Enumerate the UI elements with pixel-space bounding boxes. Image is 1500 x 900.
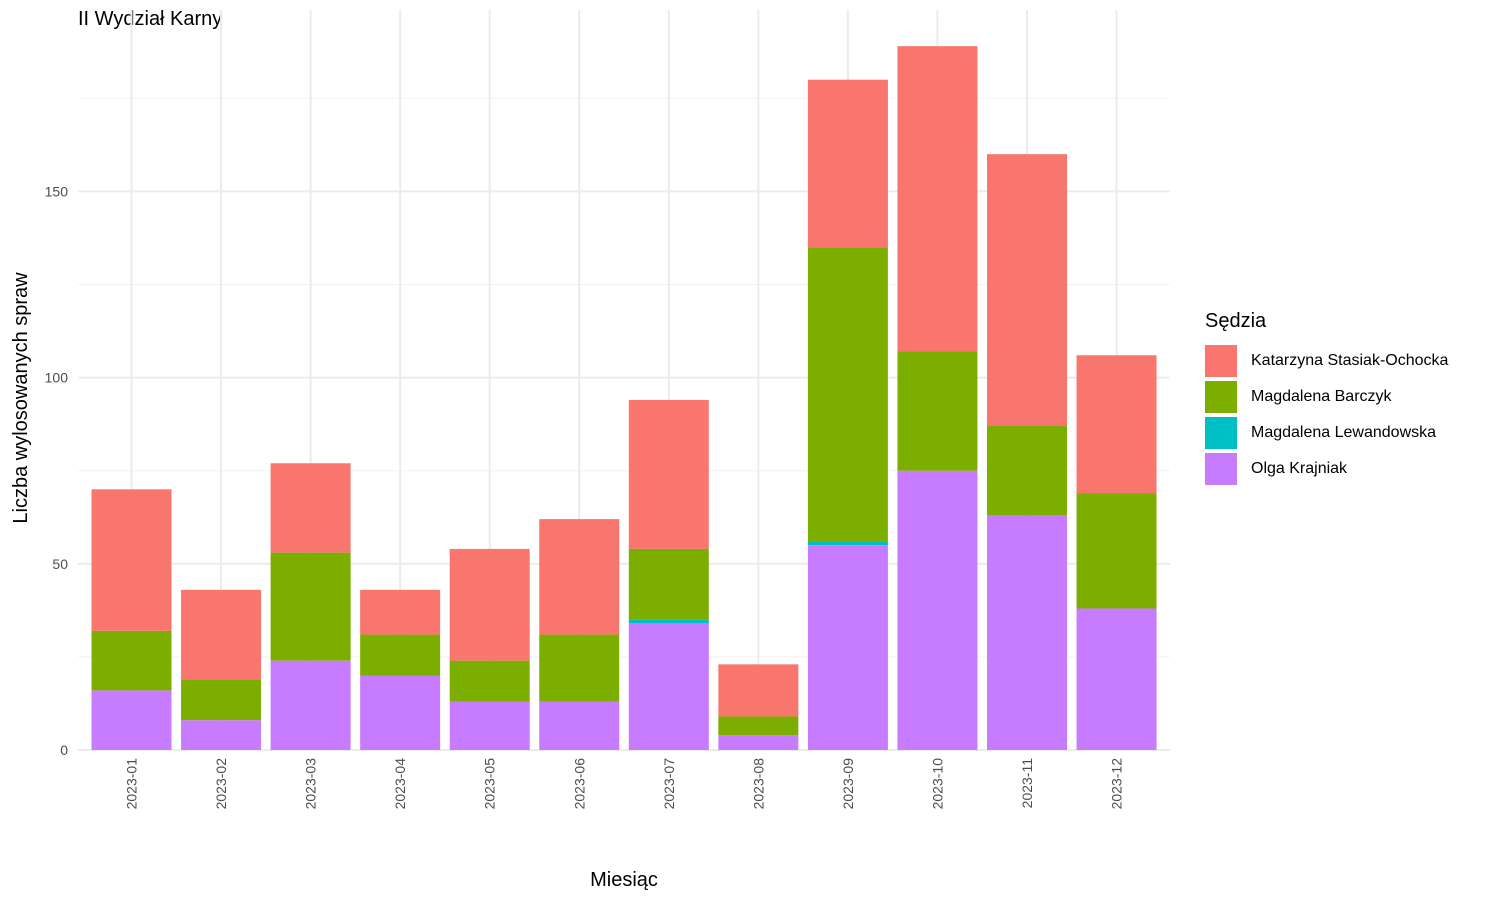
bar-olga-krajniak-2023-11 bbox=[987, 515, 1067, 750]
bar-magdalena-barczyk-2023-09 bbox=[807, 247, 888, 542]
y-tick-labels: 0 50 100 150 bbox=[45, 183, 69, 758]
bar-magdalena-barczyk-2023-11 bbox=[987, 426, 1067, 516]
bar-olga-krajniak-2023-06 bbox=[539, 701, 620, 750]
bar-magdalena-barczyk-2023-06 bbox=[539, 634, 620, 702]
bar-olga-krajniak-2023-01 bbox=[91, 690, 172, 750]
x-tick-label: 2023-08 bbox=[750, 758, 766, 810]
bar-magdalena-barczyk-2023-04 bbox=[360, 634, 441, 676]
bars bbox=[91, 46, 1157, 750]
legend-title: Sędzia bbox=[1205, 310, 1267, 332]
legend: Sędzia Katarzyna Stasiak-Ochocka Magdalen… bbox=[1205, 310, 1448, 487]
bar-magdalena-barczyk-2023-12 bbox=[1076, 493, 1157, 609]
legend-item: Magdalena Barczyk bbox=[1205, 379, 1448, 415]
bar-magdalena-barczyk-2023-01 bbox=[91, 630, 172, 691]
legend-label: Magdalena Barczyk bbox=[1251, 388, 1392, 405]
bar-magdalena-barczyk-2023-03 bbox=[270, 552, 351, 661]
bar-katarzyna-stasiak-ochocka-2023-03 bbox=[270, 463, 351, 553]
x-tick-label: 2023-11 bbox=[1019, 758, 1035, 809]
legend-label: Olga Krajniak bbox=[1251, 460, 1348, 477]
legend-items: Katarzyna Stasiak-Ochocka Magdalena Barcz… bbox=[1205, 343, 1448, 487]
bar-olga-krajniak-2023-05 bbox=[449, 701, 530, 750]
x-tick-label: 2023-03 bbox=[303, 758, 319, 810]
x-tick-label: 2023-09 bbox=[840, 758, 856, 810]
y-axis-title: Liczba wylosowanych spraw bbox=[10, 272, 32, 524]
bar-katarzyna-stasiak-ochocka-2023-08 bbox=[718, 664, 799, 717]
bar-katarzyna-stasiak-ochocka-2023-10 bbox=[897, 46, 978, 352]
legend-swatch bbox=[1205, 345, 1237, 377]
y-tick-label: 100 bbox=[45, 370, 69, 386]
chart-title: II Wydział Karny bbox=[78, 8, 223, 30]
bar-magdalena-barczyk-2023-10 bbox=[897, 351, 978, 471]
legend-swatch bbox=[1205, 453, 1237, 485]
legend-item: Katarzyna Stasiak-Ochocka bbox=[1205, 343, 1448, 379]
y-tick-label: 0 bbox=[60, 742, 68, 758]
bar-magdalena-barczyk-2023-05 bbox=[449, 660, 530, 702]
legend-item: Olga Krajniak bbox=[1205, 451, 1448, 487]
x-tick-label: 2023-10 bbox=[929, 758, 945, 810]
bar-katarzyna-stasiak-ochocka-2023-02 bbox=[181, 589, 262, 680]
legend-item: Magdalena Lewandowska bbox=[1205, 415, 1448, 451]
bar-magdalena-barczyk-2023-02 bbox=[181, 679, 262, 721]
bar-olga-krajniak-2023-03 bbox=[270, 660, 351, 750]
bar-katarzyna-stasiak-ochocka-2023-12 bbox=[1076, 355, 1157, 494]
x-tick-label: 2023-02 bbox=[213, 758, 229, 810]
bar-olga-krajniak-2023-02 bbox=[181, 720, 262, 750]
bar-olga-krajniak-2023-10 bbox=[897, 470, 978, 750]
x-axis-title: Miesiąc bbox=[590, 869, 658, 891]
y-tick-label: 50 bbox=[52, 556, 68, 572]
legend-swatch bbox=[1205, 381, 1237, 413]
bar-magdalena-lewandowska-2023-09 bbox=[807, 541, 888, 546]
bar-katarzyna-stasiak-ochocka-2023-06 bbox=[539, 519, 620, 635]
bar-katarzyna-stasiak-ochocka-2023-11 bbox=[987, 154, 1067, 427]
x-tick-label: 2023-06 bbox=[571, 758, 587, 810]
bar-magdalena-barczyk-2023-07 bbox=[628, 548, 709, 620]
bar-katarzyna-stasiak-ochocka-2023-07 bbox=[628, 399, 709, 549]
legend-swatch bbox=[1205, 417, 1237, 449]
x-tick-labels: 2023-01 2023-02 2023-03 2023-04 2023-05 2023-… bbox=[124, 758, 1125, 810]
bar-magdalena-lewandowska-2023-07 bbox=[628, 619, 709, 624]
x-tick-label: 2023-07 bbox=[661, 758, 677, 810]
legend-label: Magdalena Lewandowska bbox=[1251, 424, 1437, 441]
bar-olga-krajniak-2023-08 bbox=[718, 735, 799, 750]
bar-katarzyna-stasiak-ochocka-2023-09 bbox=[807, 79, 888, 248]
x-tick-label: 2023-05 bbox=[482, 758, 498, 810]
bar-katarzyna-stasiak-ochocka-2023-04 bbox=[360, 589, 441, 635]
legend-label: Katarzyna Stasiak-Ochocka bbox=[1251, 352, 1449, 369]
x-tick-label: 2023-12 bbox=[1109, 758, 1125, 810]
bar-olga-krajniak-2023-12 bbox=[1076, 608, 1157, 750]
x-tick-label: 2023-04 bbox=[392, 758, 408, 810]
y-tick-label: 150 bbox=[45, 183, 69, 199]
bar-magdalena-barczyk-2023-08 bbox=[718, 716, 799, 736]
bar-olga-krajniak-2023-04 bbox=[360, 675, 441, 750]
bar-olga-krajniak-2023-09 bbox=[807, 545, 888, 750]
bar-katarzyna-stasiak-ochocka-2023-05 bbox=[449, 548, 530, 661]
bar-olga-krajniak-2023-07 bbox=[628, 623, 709, 750]
x-tick-label: 2023-01 bbox=[124, 758, 140, 810]
bar-katarzyna-stasiak-ochocka-2023-01 bbox=[91, 489, 172, 631]
